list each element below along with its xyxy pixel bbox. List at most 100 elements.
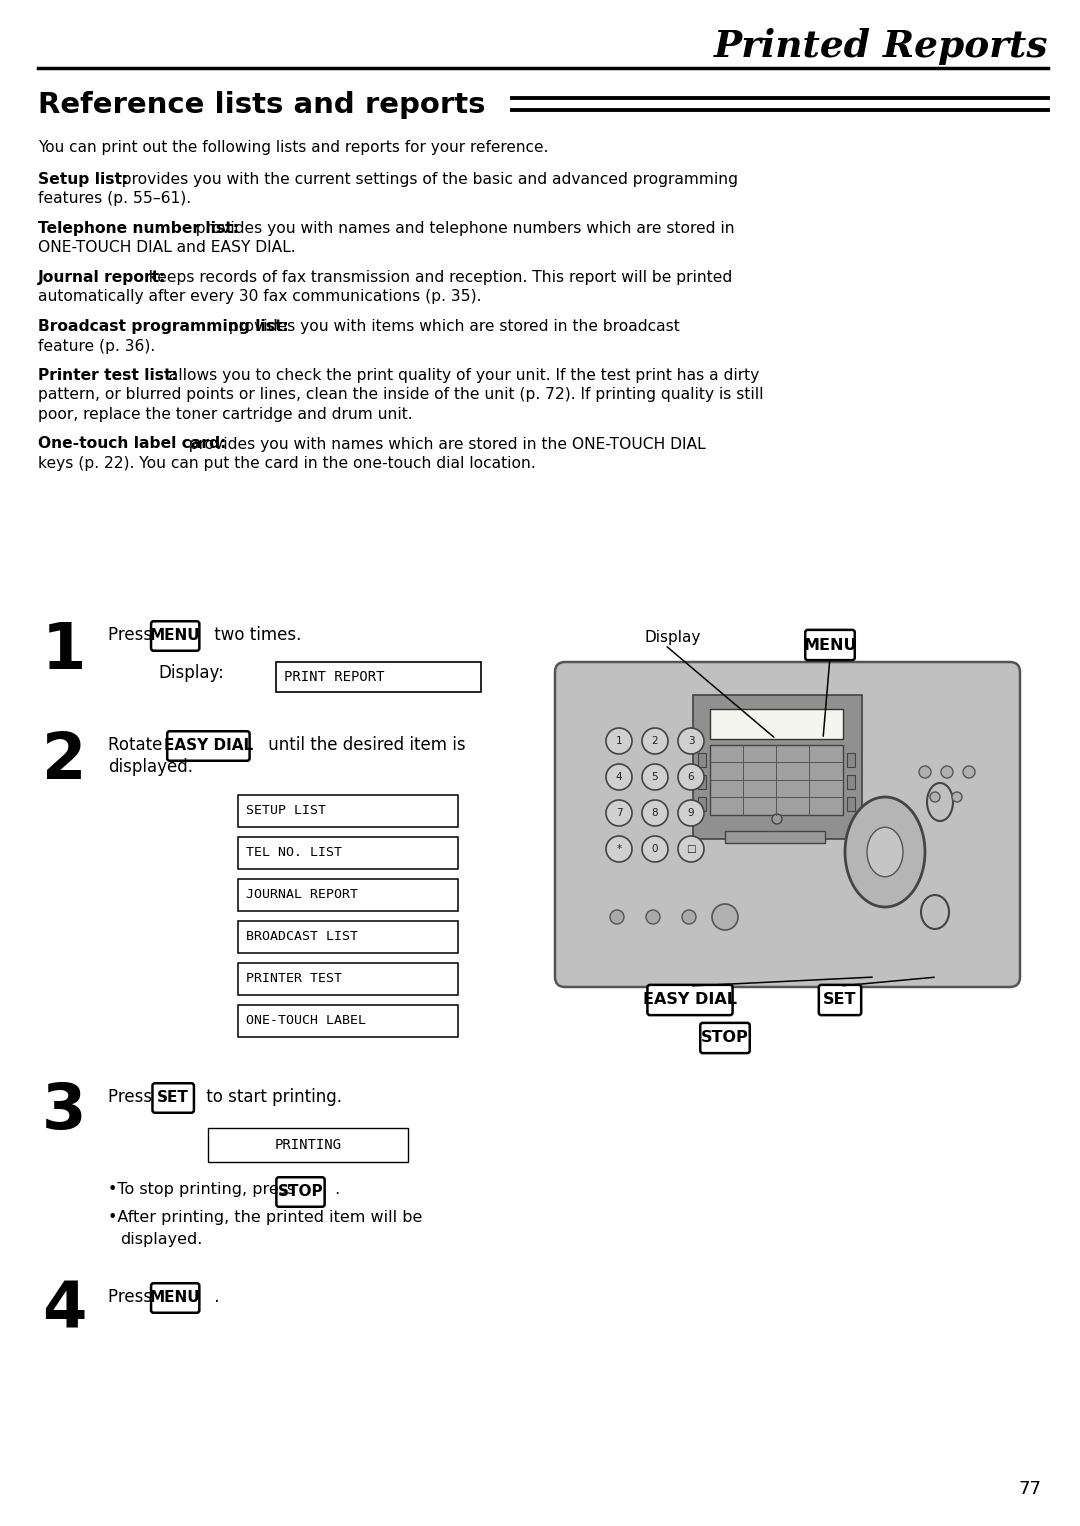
Circle shape bbox=[678, 728, 704, 754]
FancyBboxPatch shape bbox=[152, 1083, 194, 1112]
Circle shape bbox=[930, 792, 940, 803]
Circle shape bbox=[606, 765, 632, 790]
Bar bbox=[847, 797, 855, 810]
Text: poor, replace the toner cartridge and drum unit.: poor, replace the toner cartridge and dr… bbox=[38, 407, 413, 423]
Text: 6: 6 bbox=[688, 772, 694, 781]
Bar bbox=[698, 797, 706, 810]
Circle shape bbox=[951, 792, 962, 803]
Text: Telephone number list:: Telephone number list: bbox=[38, 221, 239, 237]
Text: SET: SET bbox=[158, 1091, 189, 1105]
Circle shape bbox=[646, 909, 660, 925]
FancyBboxPatch shape bbox=[819, 984, 861, 1015]
Circle shape bbox=[606, 836, 632, 862]
Text: 7: 7 bbox=[616, 807, 622, 818]
Text: TEL NO. LIST: TEL NO. LIST bbox=[246, 847, 342, 859]
Text: Setup list:: Setup list: bbox=[38, 172, 129, 188]
Text: automatically after every 30 fax communications (p. 35).: automatically after every 30 fax communi… bbox=[38, 290, 482, 305]
Text: 4: 4 bbox=[616, 772, 622, 781]
Text: pattern, or blurred points or lines, clean the inside of the unit (p. 72). If pr: pattern, or blurred points or lines, cle… bbox=[38, 388, 764, 403]
Text: provides you with names which are stored in the ONE-TOUCH DIAL: provides you with names which are stored… bbox=[179, 436, 705, 452]
FancyBboxPatch shape bbox=[693, 694, 862, 839]
Bar bbox=[698, 775, 706, 789]
Ellipse shape bbox=[927, 783, 953, 821]
Text: until the desired item is: until the desired item is bbox=[264, 736, 467, 754]
Text: 3: 3 bbox=[42, 1080, 86, 1141]
Text: Printed Reports: Printed Reports bbox=[714, 27, 1048, 66]
Text: One-touch label card:: One-touch label card: bbox=[38, 436, 227, 452]
Text: MENU: MENU bbox=[150, 629, 201, 644]
Text: 2: 2 bbox=[42, 729, 86, 792]
Bar bbox=[238, 795, 458, 827]
Bar bbox=[238, 1006, 458, 1038]
Text: PRINTING: PRINTING bbox=[274, 1138, 341, 1152]
Text: 1: 1 bbox=[42, 620, 86, 682]
Text: allows you to check the print quality of your unit. If the test print has a dirt: allows you to check the print quality of… bbox=[159, 368, 759, 383]
Circle shape bbox=[678, 765, 704, 790]
Text: Printer test list:: Printer test list: bbox=[38, 368, 178, 383]
Text: SET: SET bbox=[823, 992, 856, 1007]
Text: STOP: STOP bbox=[701, 1030, 748, 1045]
Bar bbox=[725, 832, 825, 842]
Text: STOP: STOP bbox=[278, 1184, 323, 1199]
Text: JOURNAL REPORT: JOURNAL REPORT bbox=[246, 888, 357, 902]
Text: ONE-TOUCH LABEL: ONE-TOUCH LABEL bbox=[246, 1015, 366, 1027]
Text: 8: 8 bbox=[651, 807, 659, 818]
Text: 2: 2 bbox=[651, 736, 659, 746]
Text: two times.: two times. bbox=[210, 626, 301, 644]
Bar bbox=[847, 752, 855, 768]
Text: Display: Display bbox=[645, 630, 701, 645]
Bar bbox=[276, 662, 481, 691]
Text: 3: 3 bbox=[688, 736, 694, 746]
Circle shape bbox=[606, 728, 632, 754]
Circle shape bbox=[678, 836, 704, 862]
FancyBboxPatch shape bbox=[806, 630, 854, 661]
Text: ONE-TOUCH DIAL and EASY DIAL.: ONE-TOUCH DIAL and EASY DIAL. bbox=[38, 241, 296, 255]
Text: Press: Press bbox=[108, 1288, 158, 1306]
Circle shape bbox=[712, 903, 738, 929]
Text: *: * bbox=[617, 844, 622, 855]
Text: feature (p. 36).: feature (p. 36). bbox=[38, 339, 156, 354]
Bar bbox=[238, 836, 458, 868]
Circle shape bbox=[772, 813, 782, 824]
Text: •After printing, the printed item will be: •After printing, the printed item will b… bbox=[108, 1210, 422, 1225]
Text: 77: 77 bbox=[1020, 1480, 1042, 1499]
FancyBboxPatch shape bbox=[700, 1022, 750, 1053]
Circle shape bbox=[642, 836, 669, 862]
Text: displayed.: displayed. bbox=[120, 1231, 202, 1247]
Circle shape bbox=[642, 765, 669, 790]
Bar bbox=[238, 963, 458, 995]
FancyBboxPatch shape bbox=[647, 984, 732, 1015]
Text: 4: 4 bbox=[42, 1280, 86, 1341]
FancyBboxPatch shape bbox=[167, 731, 249, 761]
Text: •To stop printing, press: •To stop printing, press bbox=[108, 1183, 300, 1196]
Text: Display:: Display: bbox=[158, 664, 224, 682]
Text: Journal report:: Journal report: bbox=[38, 270, 166, 285]
Text: provides you with the current settings of the basic and advanced programming: provides you with the current settings o… bbox=[112, 172, 738, 188]
Circle shape bbox=[941, 766, 953, 778]
FancyBboxPatch shape bbox=[151, 621, 200, 650]
Bar bbox=[847, 775, 855, 789]
Text: 1: 1 bbox=[616, 736, 622, 746]
Text: EASY DIAL: EASY DIAL bbox=[643, 992, 737, 1007]
Bar bbox=[238, 922, 458, 954]
Circle shape bbox=[919, 766, 931, 778]
Text: □: □ bbox=[686, 844, 696, 855]
Circle shape bbox=[963, 766, 975, 778]
FancyBboxPatch shape bbox=[151, 1283, 200, 1312]
Text: features (p. 55–61).: features (p. 55–61). bbox=[38, 191, 191, 206]
Text: Broadcast programming list:: Broadcast programming list: bbox=[38, 319, 288, 334]
Circle shape bbox=[642, 728, 669, 754]
Bar bbox=[710, 745, 843, 815]
Text: EASY DIAL: EASY DIAL bbox=[164, 739, 253, 754]
Text: MENU: MENU bbox=[804, 638, 856, 653]
Text: PRINT REPORT: PRINT REPORT bbox=[284, 670, 384, 684]
Text: Press: Press bbox=[108, 1088, 158, 1106]
Text: Rotate: Rotate bbox=[108, 736, 167, 754]
Text: 5: 5 bbox=[651, 772, 659, 781]
Ellipse shape bbox=[867, 827, 903, 877]
Text: MENU: MENU bbox=[150, 1291, 201, 1306]
Bar bbox=[710, 710, 843, 739]
Bar bbox=[698, 752, 706, 768]
Text: 0: 0 bbox=[651, 844, 658, 855]
FancyBboxPatch shape bbox=[276, 1177, 325, 1207]
